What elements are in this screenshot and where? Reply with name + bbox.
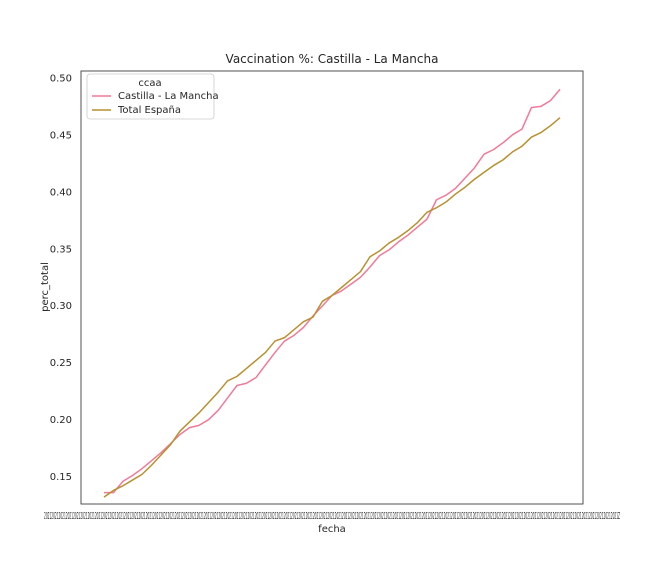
legend-title: ccaa (138, 78, 161, 89)
y-tick-label: 0.40 (50, 187, 72, 198)
series-line-total-espana (103, 117, 561, 498)
chart-title: Vaccination %: Castilla - La Mancha (226, 52, 439, 66)
x-tick-labels: 2021202120212021202120212021202120212021… (44, 511, 620, 522)
x-axis-label: fecha (318, 524, 346, 535)
y-tick-label: 0.20 (50, 415, 72, 426)
legend-entry-total-espana: Total España (117, 105, 181, 116)
y-tick-label: 0.35 (50, 244, 72, 255)
legend: ccaa Castilla - La Mancha Total España (86, 73, 219, 120)
y-axis-label: perc_total (40, 262, 51, 312)
y-tick-label: 0.30 (50, 301, 72, 312)
y-tick-label: 0.45 (50, 130, 72, 141)
series-lines (103, 88, 561, 498)
y-tick-label: 0.15 (50, 472, 72, 483)
y-axis-ticks: 0.15 0.20 0.25 0.30 0.35 0.40 0.45 0.50 (50, 73, 72, 483)
plot-area (80, 70, 584, 505)
y-tick-label: 0.25 (50, 358, 72, 369)
legend-box (86, 73, 215, 120)
legend-entry-castilla: Castilla - La Mancha (118, 91, 219, 102)
y-tick-label: 0.50 (50, 73, 72, 84)
